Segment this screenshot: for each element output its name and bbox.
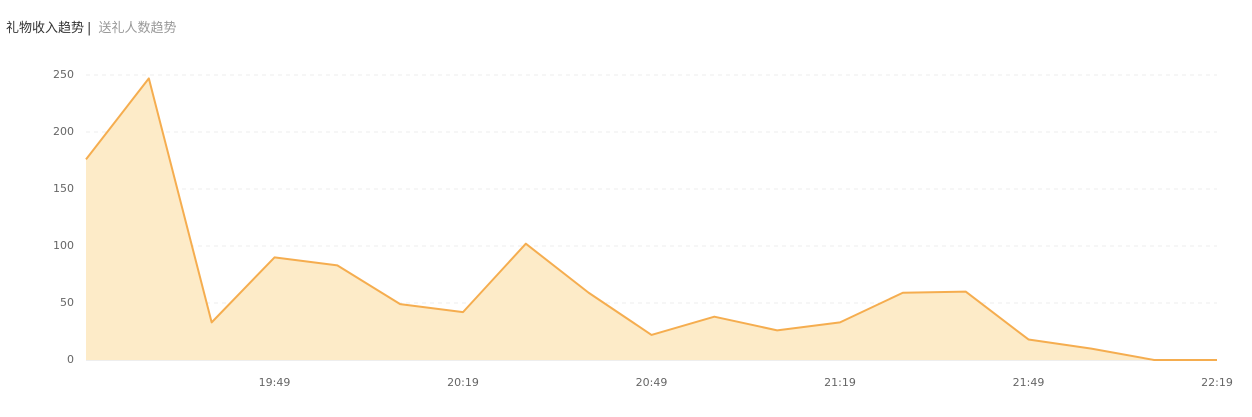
x-tick-label: 22:19 xyxy=(1201,376,1233,389)
line xyxy=(85,77,1217,361)
tab[interactable]: 送礼人数趋势 xyxy=(98,21,177,36)
y-tick-label: 250 xyxy=(53,68,74,81)
y-tick-label: 0 xyxy=(67,353,74,366)
y-tick-label: 100 xyxy=(53,239,74,252)
x-tick-label: 21:49 xyxy=(1013,376,1045,389)
separator: | xyxy=(87,21,92,36)
y-tick-label: 150 xyxy=(53,182,74,195)
y-tick-label: 200 xyxy=(53,125,74,138)
x-tick-label: 20:19 xyxy=(447,376,479,389)
tab[interactable]: 礼物收入趋势 xyxy=(6,21,85,36)
area xyxy=(86,78,1217,361)
y-tick-label: 50 xyxy=(60,296,74,309)
tab-bar: 礼物收入趋势 | 送礼人数趋势 xyxy=(6,17,180,36)
x-tick-label: 19:49 xyxy=(259,376,291,389)
x-tick-label: 21:19 xyxy=(824,376,856,389)
x-tick-label: 20:49 xyxy=(636,376,668,389)
